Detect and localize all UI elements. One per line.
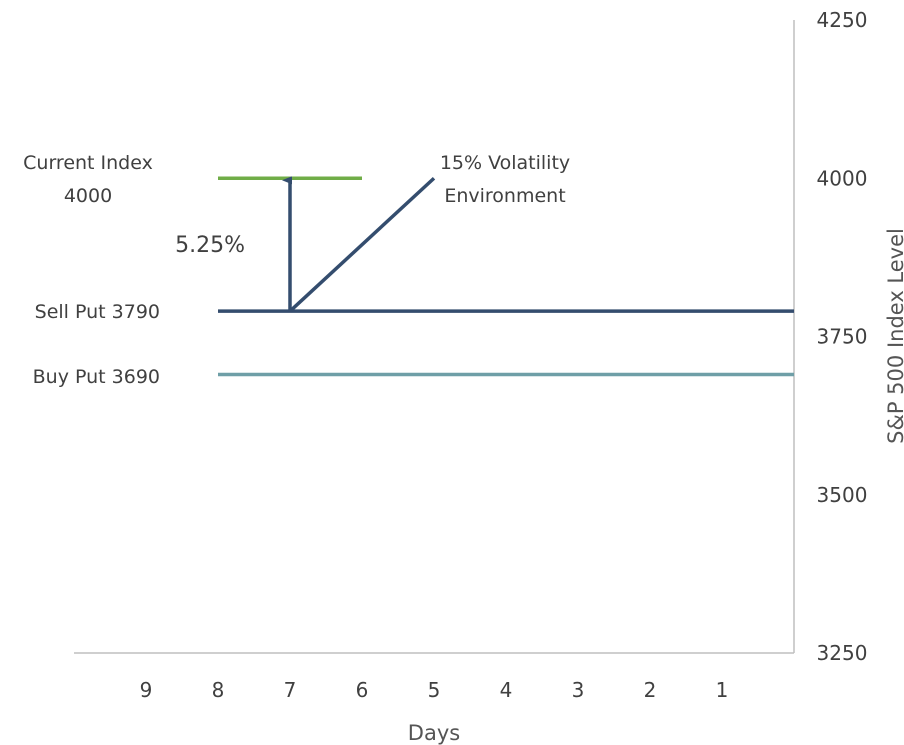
x-tick-label: 8 xyxy=(212,678,225,702)
y-axis-title: S&P 500 Index Level xyxy=(884,228,904,444)
current-index-label: Current Index xyxy=(23,152,153,174)
sell-put-label: Sell Put 3790 xyxy=(35,301,160,323)
x-tick-label: 4 xyxy=(500,678,513,702)
x-tick-label: 5 xyxy=(428,678,441,702)
axes xyxy=(74,20,795,654)
x-tick-label: 9 xyxy=(140,678,153,702)
x-ticks: 9 8 7 6 5 4 3 2 1 xyxy=(140,678,729,702)
volatility-label-line1: 15% Volatility xyxy=(440,152,570,174)
y-ticks: 3250 3500 3750 4000 4250 xyxy=(817,8,868,665)
x-tick-label: 6 xyxy=(356,678,369,702)
percent-gap-label: 5.25% xyxy=(175,233,245,258)
x-tick-label: 2 xyxy=(644,678,657,702)
y-tick-label: 3500 xyxy=(817,483,868,507)
y-tick-label: 4250 xyxy=(817,8,868,32)
volatility-line xyxy=(288,176,436,313)
x-tick-label: 1 xyxy=(716,678,729,702)
y-tick-label: 4000 xyxy=(817,166,868,190)
x-tick-label: 3 xyxy=(572,678,585,702)
x-tick-label: 7 xyxy=(284,678,297,702)
buy-put-label: Buy Put 3690 xyxy=(33,366,160,388)
current-index-value: 4000 xyxy=(64,185,112,207)
series-layer xyxy=(218,176,794,377)
volatility-label-line2: Environment xyxy=(444,185,565,207)
y-tick-label: 3250 xyxy=(817,641,868,665)
x-axis-title: Days xyxy=(408,721,460,745)
annotations: Current Index 4000 Sell Put 3790 Buy Put… xyxy=(23,152,570,388)
y-tick-label: 3750 xyxy=(817,325,868,349)
